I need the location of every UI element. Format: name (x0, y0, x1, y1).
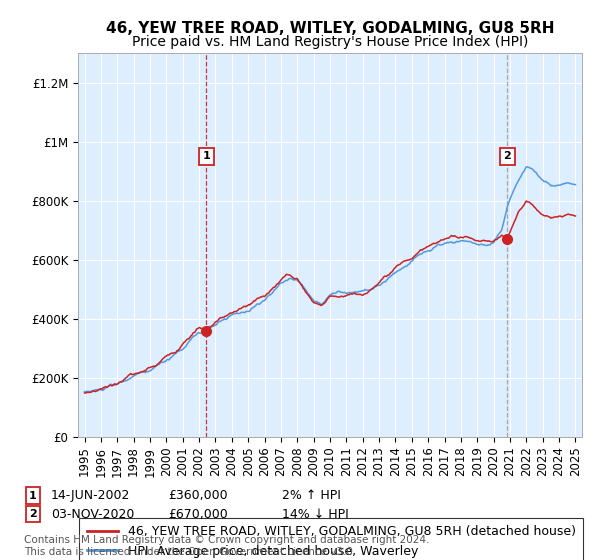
Text: 14-JUN-2002: 14-JUN-2002 (51, 489, 130, 502)
Text: 2: 2 (503, 151, 511, 161)
Text: £360,000: £360,000 (168, 489, 227, 502)
Text: Price paid vs. HM Land Registry's House Price Index (HPI): Price paid vs. HM Land Registry's House … (132, 35, 528, 49)
Text: 1: 1 (29, 491, 37, 501)
Text: 1: 1 (203, 151, 211, 161)
Text: 14% ↓ HPI: 14% ↓ HPI (282, 507, 349, 521)
Legend: 46, YEW TREE ROAD, WITLEY, GODALMING, GU8 5RH (detached house), HPI: Average pri: 46, YEW TREE ROAD, WITLEY, GODALMING, GU… (79, 518, 583, 560)
Text: 03-NOV-2020: 03-NOV-2020 (51, 507, 134, 521)
Text: 2% ↑ HPI: 2% ↑ HPI (282, 489, 341, 502)
Text: Contains HM Land Registry data © Crown copyright and database right 2024.
This d: Contains HM Land Registry data © Crown c… (24, 535, 430, 557)
Text: 2: 2 (29, 509, 37, 519)
Text: £670,000: £670,000 (168, 507, 228, 521)
Text: 46, YEW TREE ROAD, WITLEY, GODALMING, GU8 5RH: 46, YEW TREE ROAD, WITLEY, GODALMING, GU… (106, 21, 554, 36)
